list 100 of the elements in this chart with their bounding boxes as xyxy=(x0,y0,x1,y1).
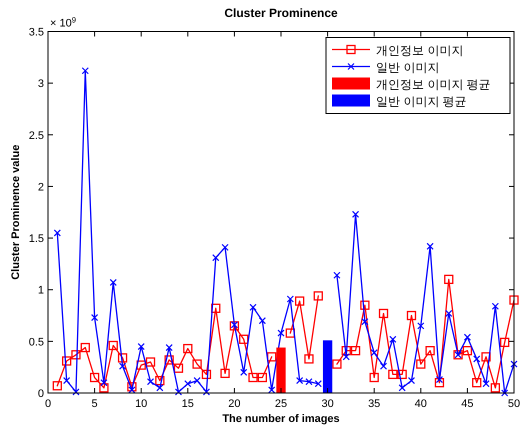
point xyxy=(492,302,499,310)
point xyxy=(481,352,491,362)
point xyxy=(52,381,62,390)
point xyxy=(90,372,100,382)
point xyxy=(240,368,248,376)
point xyxy=(118,362,126,370)
point xyxy=(258,317,266,324)
x-tick-label: 35 xyxy=(368,398,380,410)
point xyxy=(277,329,285,337)
point xyxy=(100,379,108,386)
point xyxy=(406,310,416,320)
point xyxy=(501,389,508,397)
point xyxy=(268,386,276,394)
point xyxy=(332,359,342,369)
y-tick-label: 0 xyxy=(38,388,44,400)
point xyxy=(118,353,128,363)
point xyxy=(370,372,379,382)
point xyxy=(296,377,304,384)
point xyxy=(138,342,145,350)
point xyxy=(221,244,229,251)
point xyxy=(192,359,202,369)
point xyxy=(509,295,519,305)
point xyxy=(230,321,240,331)
point xyxy=(380,362,388,370)
point xyxy=(211,304,220,313)
point xyxy=(194,377,201,384)
point xyxy=(361,318,368,326)
point xyxy=(156,384,164,392)
point xyxy=(127,382,137,392)
point xyxy=(249,304,257,311)
x-tick-label: 15 xyxy=(182,398,194,410)
y-tick-label: 1 xyxy=(38,284,44,297)
x-axis-title: The number of images xyxy=(222,413,340,425)
point xyxy=(108,340,118,350)
point xyxy=(174,388,182,396)
point xyxy=(71,350,81,360)
point xyxy=(426,242,434,250)
point xyxy=(462,346,472,356)
y-tick-label: 3 xyxy=(38,78,44,90)
point xyxy=(388,370,398,380)
point xyxy=(378,308,388,318)
y-tick-label: 3.5 xyxy=(28,26,44,38)
legend-label: 일반 이미지 평균 xyxy=(376,94,467,108)
point xyxy=(333,272,341,279)
point xyxy=(82,67,89,74)
point xyxy=(202,370,212,380)
point xyxy=(174,364,184,373)
point xyxy=(63,377,70,384)
point xyxy=(220,368,230,378)
point xyxy=(398,384,406,392)
point xyxy=(146,357,156,367)
point xyxy=(146,378,154,386)
point xyxy=(416,359,426,369)
point xyxy=(230,321,238,328)
legend-label: 개인정보 이미지 평균 xyxy=(376,78,491,92)
legend-label: 일반 이미지 xyxy=(376,60,440,74)
point xyxy=(72,388,80,396)
point xyxy=(350,346,360,356)
point xyxy=(360,300,370,310)
point xyxy=(164,355,174,365)
point xyxy=(248,372,258,382)
chart-title: Cluster Prominence xyxy=(224,6,338,20)
point xyxy=(473,355,480,363)
point xyxy=(425,346,435,356)
y-tick-label: 2.5 xyxy=(28,130,44,142)
point xyxy=(294,296,304,306)
point xyxy=(110,278,117,286)
point xyxy=(258,372,268,382)
x-tick-label: 45 xyxy=(461,398,474,410)
point xyxy=(286,295,294,303)
point xyxy=(62,356,72,366)
point xyxy=(136,360,146,370)
point xyxy=(389,336,396,343)
x-tick-label: 20 xyxy=(228,398,241,410)
point xyxy=(286,328,295,338)
x-tick-label: 25 xyxy=(274,398,288,410)
x-tick-label: 5 xyxy=(92,398,98,410)
y-axis-title: Cluster Prominence value xyxy=(10,144,22,280)
point xyxy=(155,376,164,386)
point xyxy=(342,346,351,356)
x-tick-label: 50 xyxy=(508,398,520,410)
point xyxy=(202,388,210,396)
point xyxy=(472,378,482,388)
point xyxy=(128,386,136,394)
point xyxy=(417,322,424,330)
point xyxy=(464,334,471,341)
point xyxy=(434,378,444,388)
point xyxy=(267,352,276,362)
point xyxy=(54,229,61,237)
point xyxy=(166,344,173,352)
point xyxy=(352,210,360,218)
point xyxy=(398,370,407,380)
text: × 10$^{9}$ xyxy=(50,15,76,30)
point xyxy=(370,349,378,356)
point xyxy=(342,353,350,360)
point xyxy=(184,380,192,388)
point xyxy=(212,254,220,262)
point xyxy=(305,378,313,386)
point xyxy=(500,338,510,348)
x-tick-label: 40 xyxy=(414,398,427,410)
